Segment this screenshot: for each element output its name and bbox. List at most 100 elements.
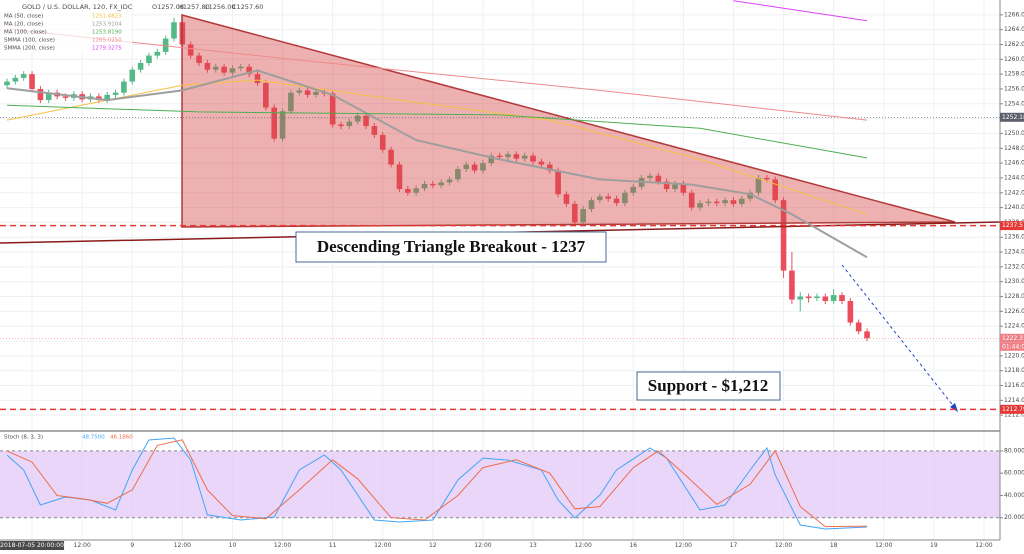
y-tick-label: 1248.00 [1004, 145, 1024, 152]
candle-body [37, 88, 44, 101]
legend-value: 1279.3275 [92, 46, 122, 52]
ohlc: L1256.00 [205, 3, 236, 11]
candle-body [171, 22, 177, 39]
candle-body [271, 107, 277, 139]
x-tick-label: 13 [529, 542, 537, 549]
price-label: 1252.18 [1002, 114, 1024, 121]
series-line [6, 28, 868, 121]
candle-body [488, 155, 495, 164]
candle-body [238, 66, 244, 69]
ohlc: C1257.60 [232, 3, 263, 11]
legend-name: MA (20, close) [4, 22, 43, 28]
candle-body [755, 177, 762, 193]
series-line [6, 439, 868, 528]
candle-body [722, 200, 728, 204]
y-tick-label: 1244.00 [1004, 174, 1024, 181]
y-tick-label: 1266.00 [1004, 11, 1024, 18]
x-tick-label: 12:00 [775, 542, 792, 549]
x-tick-label: 18 [830, 542, 838, 549]
candle-body [855, 322, 862, 332]
candle-body [521, 155, 528, 159]
y-tick-label: 80.0000 [1004, 447, 1024, 454]
x-tick-label: 12:00 [74, 542, 91, 549]
symbol-title: GOLD / U.S. DOLLAR, 120, FX_IDC [22, 3, 133, 11]
candle-body [396, 164, 403, 190]
candle-body [455, 169, 461, 180]
series-line [733, 0, 868, 22]
candle-body [405, 189, 411, 193]
candle-body [104, 94, 110, 101]
legend-bg [2, 36, 132, 44]
price-label: 1237.57 [1002, 222, 1024, 229]
price-label-box [1000, 112, 1024, 122]
candle-body [346, 121, 353, 127]
candle-body [655, 175, 662, 182]
x-tick-label: 12:00 [374, 542, 391, 549]
legend-bg [2, 12, 132, 20]
candle-body [555, 170, 561, 195]
candle-body [438, 182, 444, 186]
candle-body [605, 196, 611, 199]
candle-body [329, 93, 336, 125]
x-tick-label: 10 [229, 542, 237, 549]
candle-body [538, 161, 545, 165]
y-tick-label: 1264.00 [1004, 26, 1024, 33]
x-tick-label: 12 [429, 542, 437, 549]
y-tick-label: 20.0000 [1004, 514, 1024, 521]
candle-body [630, 186, 637, 193]
candle-body [421, 183, 428, 189]
candle-body [187, 44, 194, 56]
series-line [6, 104, 868, 159]
candle-body [304, 90, 311, 95]
crosshair-time-box [0, 541, 65, 550]
price-label-box [1000, 221, 1024, 231]
candle-body [530, 155, 536, 162]
candle-body [739, 198, 745, 204]
x-tick-label: 11 [329, 542, 337, 549]
candle-body [480, 163, 486, 171]
candle-body [747, 192, 753, 199]
price-label-box [1000, 404, 1024, 414]
annotation: Descending Triangle Breakout - 1237 [317, 237, 586, 256]
legend-name: MA (100, close) [4, 30, 47, 36]
candle-body [45, 92, 52, 101]
legend-name: SMMA (200, close) [4, 46, 55, 52]
x-tick-label: 12:00 [474, 542, 491, 549]
legend-bg [2, 28, 132, 36]
candle-body [62, 96, 69, 98]
annotation: Support - $1,212 [648, 376, 768, 395]
y-tick-label: 1218.00 [1004, 367, 1024, 374]
y-tick-label: 1230.00 [1004, 278, 1024, 285]
series-line [6, 69, 868, 259]
candle-body [688, 192, 695, 208]
candle-body [12, 77, 19, 82]
x-tick-label: 12:00 [274, 542, 291, 549]
legend-value: 1253.9104 [92, 22, 122, 28]
candle-body [864, 331, 870, 339]
candle-body [463, 164, 470, 170]
y-tick-label: 60.0000 [1004, 470, 1024, 477]
candle-body [730, 200, 737, 204]
candle-body [196, 55, 202, 64]
candle-body [296, 90, 303, 93]
candle-body [146, 55, 152, 64]
ohlc: O1257.08 [152, 3, 184, 11]
legend-value: 46.1860 [110, 435, 133, 441]
countdown: 01:44:09 [1002, 343, 1024, 350]
candle-body [471, 164, 478, 171]
candle-body [546, 164, 553, 171]
y-tick-label: 1242.00 [1004, 189, 1024, 196]
x-tick-label: 16 [629, 542, 637, 549]
candle-body [663, 181, 670, 190]
candle-body [772, 179, 778, 201]
candle-body [446, 179, 453, 183]
price-label: 1222.37 [1002, 335, 1024, 342]
legend-value: 48.7500 [82, 435, 105, 441]
candle-body [112, 92, 119, 95]
legend-bg [2, 44, 132, 52]
candle-body [354, 115, 361, 122]
y-tick-label: 1262.00 [1004, 41, 1024, 48]
y-tick-label: 1236.00 [1004, 234, 1024, 241]
candle-body [563, 194, 570, 204]
candle-body [496, 155, 503, 158]
